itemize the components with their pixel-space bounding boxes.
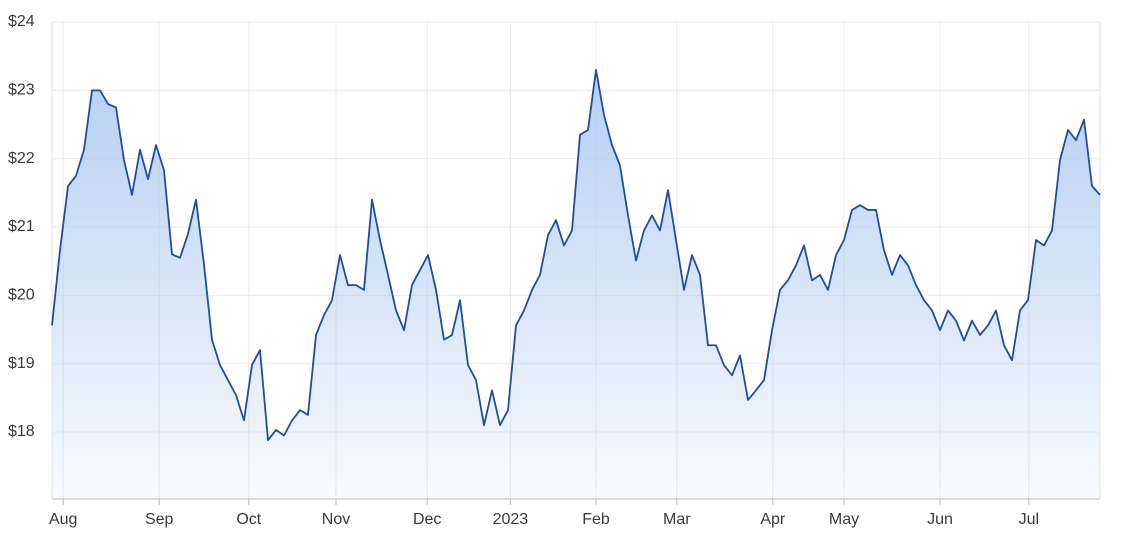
x-tick-label: Sep (145, 511, 174, 528)
y-tick-label: $22 (8, 150, 35, 167)
x-tick-label: 2023 (493, 511, 529, 528)
y-tick-label: $19 (8, 355, 35, 372)
x-tick-label: Apr (760, 511, 786, 528)
y-tick-label: $20 (8, 287, 35, 304)
y-tick-label: $21 (8, 218, 35, 235)
x-tick-label: Jun (927, 511, 953, 528)
y-tick-label: $23 (8, 82, 35, 99)
x-tick-label: Dec (413, 511, 441, 528)
x-tick-label: Oct (236, 511, 261, 528)
x-tick-label: Jul (1019, 511, 1039, 528)
x-tick-label: May (829, 511, 859, 528)
x-tick-label: Aug (49, 511, 77, 528)
x-tick-label: Mar (663, 511, 691, 528)
y-tick-label: $24 (8, 13, 35, 30)
x-tick-label: Feb (582, 511, 610, 528)
area (52, 69, 1100, 499)
x-tick-label: Nov (322, 511, 350, 528)
price-line (51, 68, 1101, 442)
y-tick-label: $18 (8, 423, 35, 440)
